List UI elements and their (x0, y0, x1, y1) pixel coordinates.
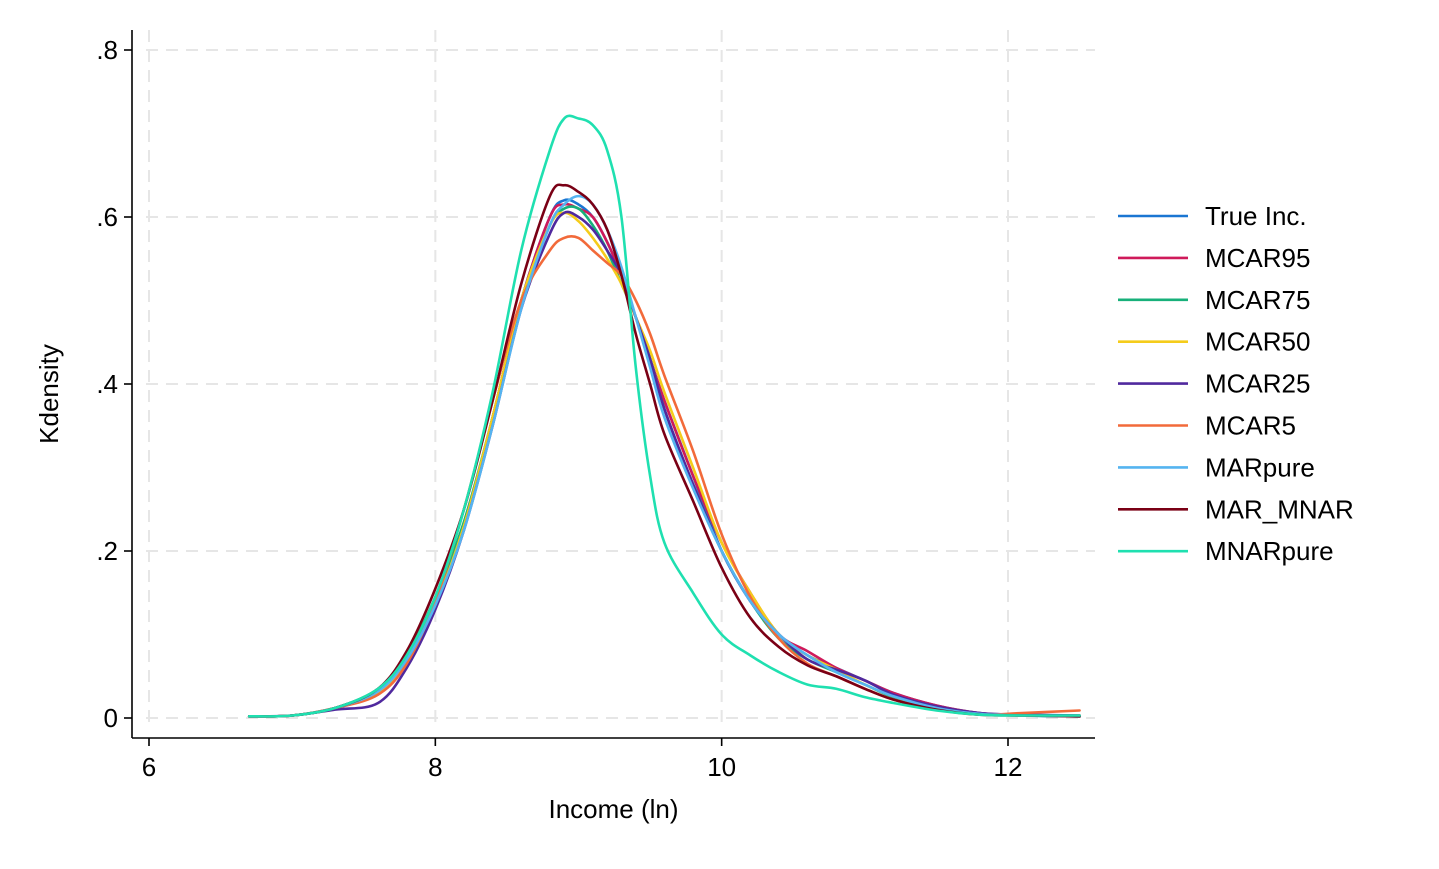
x-tick-label: 6 (142, 752, 156, 782)
legend-label-mcar50: MCAR50 (1205, 327, 1310, 357)
legend-label-mar-mnar: MAR_MNAR (1205, 494, 1354, 524)
series-line-mnarpure (247, 114, 1081, 718)
series-line-mcar75 (247, 205, 1081, 718)
legend-label-mnarpure: MNARpure (1205, 536, 1334, 566)
series-line-mcar50 (247, 211, 1081, 718)
legend-label-mcar75: MCAR75 (1205, 285, 1310, 315)
series-line-mcar25 (247, 210, 1081, 718)
x-tick-label: 10 (707, 752, 736, 782)
grid-lines (146, 30, 1095, 724)
series-line-mcar5 (247, 235, 1081, 718)
legend-label-marpure: MARpure (1205, 452, 1315, 482)
legend-label-mcar95: MCAR95 (1205, 243, 1310, 273)
series-lines (247, 114, 1081, 718)
legend-label-mcar25: MCAR25 (1205, 369, 1310, 399)
y-tick-label: .8 (96, 35, 118, 65)
series-line-mcar95 (247, 202, 1081, 718)
series-line-marpure (247, 194, 1081, 718)
series-line-mar-mnar (247, 183, 1081, 718)
y-tick-label: .2 (96, 536, 118, 566)
y-tick-label: 0 (104, 703, 118, 733)
y-tick-label: .6 (96, 202, 118, 232)
legend: True Inc. MCAR95 MCAR75 MCAR50 MCAR25 MCAR5 MA… (1118, 201, 1354, 566)
x-tick-label: 12 (994, 752, 1023, 782)
legend-label-mcar5: MCAR5 (1205, 411, 1296, 441)
legend-label-true-inc: True Inc. (1205, 201, 1307, 231)
y-tick-label: .4 (96, 369, 118, 399)
axes: 0 .2 .4 .6 .8 6 8 10 12 (96, 30, 1095, 782)
series-line-true-inc (247, 198, 1081, 718)
x-axis-title: Income (ln) (548, 794, 678, 824)
y-axis-title: Kdensity (34, 344, 64, 444)
x-tick-label: 8 (428, 752, 442, 782)
